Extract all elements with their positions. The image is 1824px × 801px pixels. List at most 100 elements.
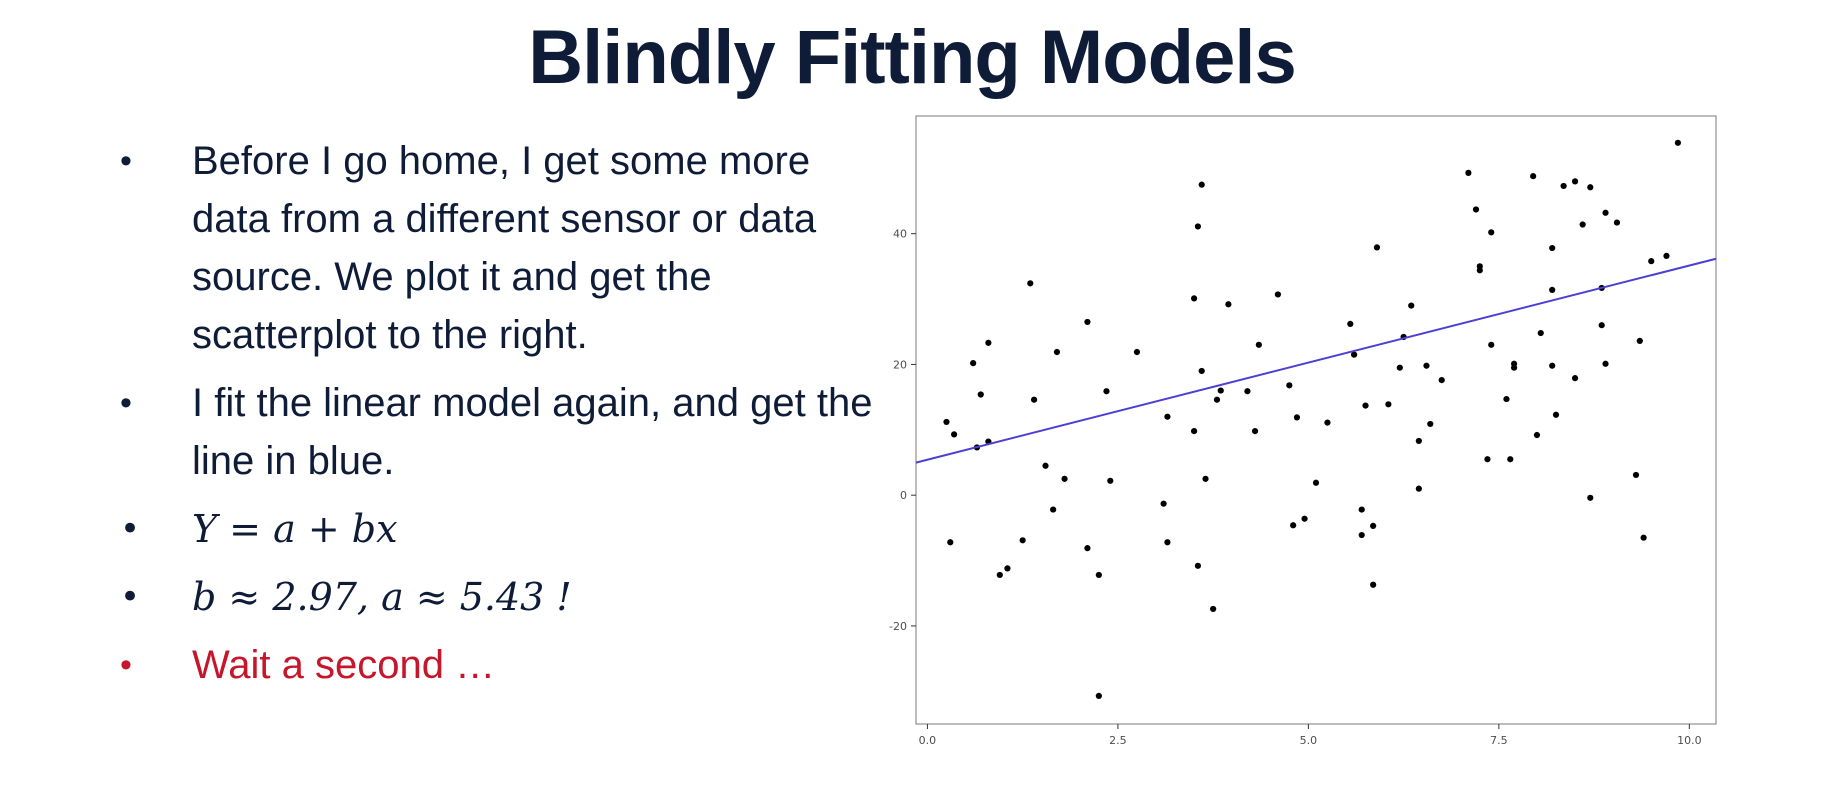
data-point-47 <box>1324 419 1331 426</box>
data-point-99 <box>1674 139 1682 146</box>
data-point-27 <box>1190 428 1198 435</box>
data-point-79 <box>1549 362 1556 369</box>
x-tick-label-4: 10.0 <box>1677 734 1702 747</box>
x-tick-label-0: 0.0 <box>919 734 937 747</box>
data-point-38 <box>1244 388 1251 395</box>
data-point-40 <box>1255 341 1262 348</box>
data-point-84 <box>1571 178 1579 185</box>
plot-panel <box>915 115 1717 725</box>
bullet-text-5: Wait a second … <box>192 643 496 687</box>
data-point-10 <box>1019 537 1026 544</box>
data-point-46 <box>1312 479 1320 486</box>
data-point-55 <box>1373 244 1381 251</box>
data-point-30 <box>1194 223 1202 230</box>
bullet-list: • Before I go home, I get some more data… <box>110 132 880 704</box>
data-point-18 <box>1084 318 1091 326</box>
data-point-28 <box>1190 295 1198 302</box>
data-point-32 <box>1198 367 1205 375</box>
data-point-91 <box>1602 360 1609 367</box>
data-point-85 <box>1571 375 1579 382</box>
data-point-43 <box>1290 522 1297 529</box>
data-point-54 <box>1370 581 1377 588</box>
x-tick-label-3: 7.5 <box>1490 734 1508 747</box>
bullet-text-3: Y = a + bx <box>192 507 398 551</box>
data-point-45 <box>1301 515 1308 522</box>
data-point-24 <box>1160 500 1167 507</box>
data-point-96 <box>1640 534 1647 541</box>
data-point-63 <box>1427 420 1434 428</box>
data-point-36 <box>1217 387 1224 394</box>
data-point-81 <box>1549 244 1556 252</box>
data-point-49 <box>1350 351 1358 358</box>
data-point-20 <box>1095 692 1102 699</box>
bullet-dot: • <box>120 646 132 684</box>
data-point-72 <box>1503 395 1510 403</box>
y-tick-label-0: -20 <box>889 620 907 633</box>
data-point-5 <box>977 391 984 398</box>
data-point-1 <box>947 539 954 546</box>
data-point-8 <box>996 571 1003 579</box>
data-point-78 <box>1537 329 1544 337</box>
data-point-50 <box>1358 506 1365 513</box>
bullet-dot: • <box>120 142 132 180</box>
data-point-16 <box>1061 475 1068 482</box>
bullet-item-3: • Y = a + bx <box>110 500 880 558</box>
data-point-98 <box>1663 252 1670 260</box>
data-point-59 <box>1408 302 1415 309</box>
data-point-68 <box>1476 267 1483 274</box>
bullet-dot: • <box>120 384 132 422</box>
data-point-14 <box>1050 506 1057 513</box>
data-point-90 <box>1598 322 1605 329</box>
data-point-51 <box>1358 531 1365 539</box>
data-point-95 <box>1636 337 1643 344</box>
data-point-37 <box>1225 301 1232 308</box>
data-point-71 <box>1488 229 1495 236</box>
scatter-chart-svg: 0.0 2.5 5.0 7.5 10.0 -20 0 20 40 <box>889 115 1717 747</box>
data-point-52 <box>1362 402 1369 409</box>
y-tick-label-2: 20 <box>893 358 907 371</box>
data-point-70 <box>1488 341 1495 348</box>
data-point-92 <box>1602 209 1609 216</box>
data-point-94 <box>1632 471 1640 479</box>
data-point-21 <box>1103 388 1110 395</box>
scatter-chart: 0.0 2.5 5.0 7.5 10.0 -20 0 20 40 <box>870 112 1724 752</box>
y-tick-label-1: 0 <box>900 489 907 502</box>
bullet-dot: • <box>120 509 141 549</box>
data-point-86 <box>1579 221 1586 228</box>
data-point-66 <box>1472 206 1480 213</box>
data-point-31 <box>1198 181 1205 188</box>
bullet-item-1: • Before I go home, I get some more data… <box>110 132 880 364</box>
data-point-34 <box>1210 605 1217 613</box>
data-point-97 <box>1648 258 1655 265</box>
data-point-22 <box>1107 477 1114 484</box>
data-point-29 <box>1194 562 1202 569</box>
data-point-60 <box>1415 485 1422 492</box>
data-point-39 <box>1251 428 1259 435</box>
data-point-25 <box>1164 539 1171 546</box>
bullet-item-4: • b ≈ 2.97, a ≈ 5.43 ! <box>110 568 880 626</box>
data-point-56 <box>1385 401 1392 408</box>
data-point-48 <box>1347 320 1354 327</box>
data-point-80 <box>1549 286 1556 294</box>
bullet-item-2: • I fit the linear model again, and get … <box>110 374 880 490</box>
data-point-93 <box>1613 219 1621 226</box>
data-point-44 <box>1293 414 1301 421</box>
data-point-19 <box>1095 571 1102 579</box>
data-point-75 <box>1510 360 1518 367</box>
data-point-57 <box>1396 364 1403 371</box>
data-point-69 <box>1484 456 1491 463</box>
slide-title: Blindly Fitting Models <box>528 15 1297 100</box>
data-point-65 <box>1465 169 1472 176</box>
data-point-3 <box>970 360 977 367</box>
fit-line <box>915 257 1717 464</box>
bullet-dot: • <box>120 577 141 617</box>
data-point-35 <box>1213 396 1221 403</box>
data-point-53 <box>1370 522 1377 530</box>
data-point-7 <box>985 339 992 346</box>
data-point-76 <box>1530 173 1537 180</box>
data-point-23 <box>1133 348 1141 356</box>
data-point-13 <box>1042 462 1049 469</box>
data-point-87 <box>1587 184 1594 191</box>
data-point-26 <box>1164 413 1171 420</box>
data-point-0 <box>943 418 950 426</box>
